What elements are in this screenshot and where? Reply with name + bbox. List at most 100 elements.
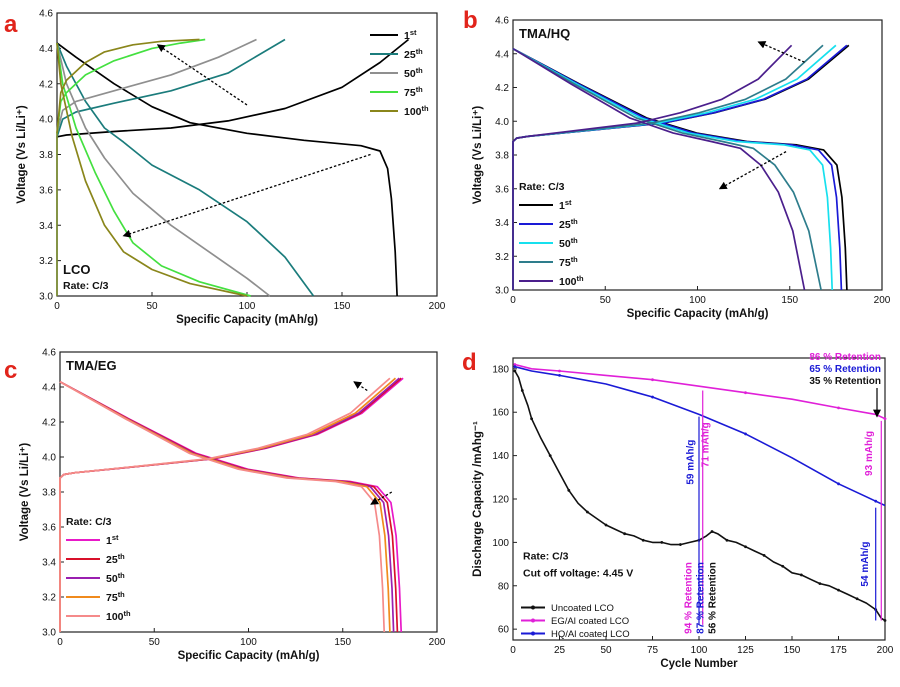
rate-text: Rate: C/3 [523, 551, 569, 563]
trend-arrow [370, 491, 393, 505]
series-discharge-100th [512, 47, 806, 291]
y-tick-label: 3.4 [39, 221, 53, 232]
y-tick-label: 4.6 [42, 348, 56, 359]
y-tick-label: 3.4 [42, 558, 56, 569]
series-discharge-75th [59, 381, 391, 633]
legend-label: 25th [106, 552, 125, 566]
series-marker [623, 532, 626, 536]
series-charge-100th [59, 377, 391, 632]
y-tick-label: 140 [492, 451, 509, 462]
legend-label: 1st [404, 28, 417, 42]
series-marker [837, 588, 840, 592]
legend-label: 50th [404, 66, 423, 80]
retention-label: 35 % Retention [809, 376, 881, 387]
capacity-loss-label: 54 mAh/g [860, 542, 871, 587]
legend-label: 75th [106, 590, 125, 604]
capacity-loss-label: 71 mAh/g [700, 422, 711, 467]
panel-b: 0 50 100 150 2003.03.23.43.63.84.04.24.44.6S… [463, 7, 891, 320]
y-tick-label: 3.2 [42, 593, 56, 604]
legend-label-sup: th [416, 66, 423, 75]
legend-label: 25th [404, 47, 423, 61]
y-tick-label: 3.8 [495, 151, 509, 162]
rate-text: Rate: C/3 [63, 280, 109, 292]
capacity-loss-label: 59 mAh/g [685, 440, 696, 485]
series-marker [558, 373, 561, 377]
series-charge-1st [512, 44, 850, 290]
legend-label-base: 1 [106, 535, 112, 547]
x-tick-label: 125 [737, 645, 754, 656]
series-charge-1st [56, 38, 410, 138]
series-marker [641, 538, 645, 542]
x-tick-label: 200 [429, 301, 446, 312]
y-tick-label: 3.0 [42, 628, 56, 639]
x-tick-label: 0 [57, 637, 63, 648]
legend-label-base: 100 [106, 611, 124, 623]
x-tick-label: 100 [239, 301, 256, 312]
trend-arrow [353, 381, 368, 392]
y-tick-label: 3.2 [495, 252, 509, 263]
series-marker [883, 417, 887, 421]
trend-arrow [122, 153, 371, 238]
x-tick-label: 150 [334, 637, 351, 648]
rate-text: Rate: C/3 [519, 181, 565, 193]
series-marker [513, 363, 517, 366]
series-charge-50th [56, 38, 257, 134]
y-tick-label: 3.8 [39, 150, 53, 161]
x-tick-label: 0 [510, 645, 516, 656]
legend-label-sup: th [118, 571, 125, 580]
series-marker [548, 454, 552, 458]
y-tick-label: 4.6 [495, 16, 509, 27]
x-tick-label: 75 [647, 645, 659, 656]
capacity-loss-label: 93 mAh/g [864, 431, 875, 476]
x-tick-label: 175 [830, 645, 847, 656]
legend-label: Uncoated LCO [551, 603, 614, 614]
series-discharge-50th [512, 47, 834, 291]
legend-label-base: 100 [404, 106, 422, 118]
y-tick-label: 3.4 [495, 218, 509, 229]
x-tick-label: 0 [54, 301, 60, 312]
y-axis-label: Voltage (Vs Li/Li⁺) [16, 105, 28, 204]
legend-label: 100th [106, 609, 131, 623]
panel-title: TMA/EG [66, 358, 117, 373]
legend-label-sup: st [112, 533, 119, 542]
legend-label-base: 1 [404, 30, 410, 42]
retention-side-label: 56 % Retention [708, 562, 719, 634]
series-charge-50th [512, 44, 837, 290]
panel-d: 0 25 50 75 100 125 150 175 200 60 80 100 120 140 160 18… [462, 349, 894, 670]
series-discharge-25th [56, 42, 315, 297]
series-discharge-100th [59, 381, 386, 633]
legend-label-base: 75 [404, 87, 416, 99]
legend-label-base: 75 [106, 592, 118, 604]
series-marker [762, 554, 766, 557]
legend-marker [531, 618, 535, 623]
legend-label: 1st [106, 533, 119, 547]
series-marker [855, 597, 859, 601]
panel-c: 0 50 100 150 2003.03.23.43.63.84.04.24.44.6S… [4, 348, 446, 663]
series-charge-100th [512, 44, 793, 290]
panel-a: 0 50 100 150 2003.03.23.43.63.84.04.24.44.6S… [4, 9, 446, 327]
trend-arrow [757, 41, 805, 63]
series-discharge-50th [56, 42, 271, 297]
legend-marker [531, 605, 535, 610]
retention-side-label: 87 % Retention [696, 562, 707, 634]
y-tick-label: 3.2 [39, 256, 53, 267]
x-tick-label: 200 [877, 645, 894, 656]
y-tick-label: 3.6 [39, 185, 53, 196]
series-discharge-25th [512, 47, 843, 291]
y-tick-label: 3.0 [39, 292, 53, 303]
legend-label: 25th [559, 217, 578, 231]
legend-label-sup: th [118, 590, 125, 599]
cutoff-text: Cut off voltage: 4.45 V [523, 568, 633, 580]
legend-label-base: 50 [106, 573, 118, 585]
legend-label-base: 75 [559, 257, 571, 269]
series-charge-75th [56, 38, 206, 134]
panel-title: TMA/HQ [519, 26, 570, 41]
legend-label-sup: th [577, 274, 584, 283]
series-marker [679, 543, 682, 546]
legend-label: EG/Al coated LCO [551, 616, 629, 627]
y-tick-label: 100 [492, 538, 509, 549]
y-axis-label: Discharge Capacity /mAhg⁻¹ [472, 421, 484, 577]
legend-label: 75th [404, 85, 423, 99]
x-axis-label: Specific Capacity (mAh/g) [176, 314, 318, 326]
